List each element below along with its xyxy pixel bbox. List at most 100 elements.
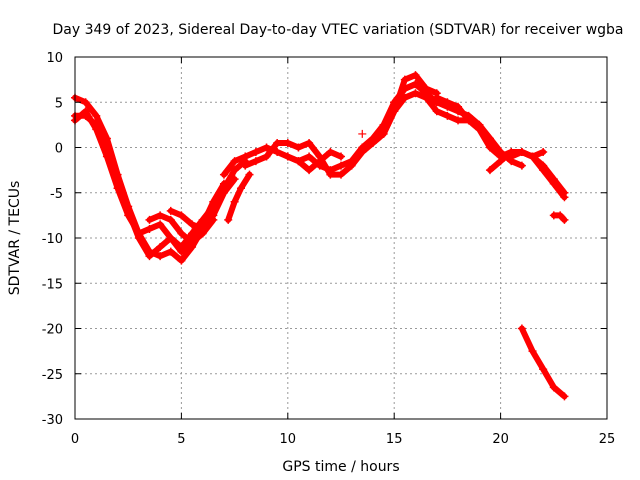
data-point — [539, 365, 548, 374]
data-point — [305, 166, 314, 175]
data-point — [358, 148, 367, 157]
data-point — [560, 392, 569, 401]
data-point — [326, 170, 335, 179]
data-point — [517, 161, 526, 170]
data-point — [198, 224, 207, 233]
series-line — [72, 94, 249, 264]
data-point — [400, 84, 409, 93]
data-point — [251, 157, 260, 166]
data-point — [145, 224, 154, 233]
data-point — [411, 89, 420, 98]
data-point — [411, 80, 420, 89]
x-tick-label: 10 — [280, 432, 297, 447]
data-point — [560, 215, 569, 224]
series-track-4 — [145, 211, 218, 247]
data-point — [411, 71, 420, 80]
data-point — [283, 138, 292, 147]
x-tick-label: 25 — [599, 432, 616, 447]
data-point — [485, 166, 494, 175]
data-point — [230, 197, 239, 206]
data-point — [358, 129, 367, 138]
series-line — [518, 325, 568, 400]
data-point — [177, 256, 186, 265]
data-point — [464, 116, 473, 125]
data-point — [198, 215, 207, 224]
data-point — [432, 93, 441, 102]
series-track-13 — [485, 148, 548, 175]
grid — [75, 57, 607, 419]
data-point — [337, 152, 345, 161]
series-track-5 — [166, 175, 239, 233]
y-tick-label: -10 — [42, 232, 63, 247]
data-point — [262, 152, 271, 161]
y-tick-label: -5 — [50, 187, 63, 202]
data-point — [224, 215, 233, 224]
axis-ticks: 0 5 10 15 20 25 10 5 0 -5 -10 -15 -20 -25 -30 — [42, 51, 616, 447]
chart-title: Day 349 of 2023, Sidereal Day-to-day VTE… — [52, 22, 623, 38]
data-point — [219, 170, 228, 179]
data-point — [549, 179, 558, 188]
data-point — [517, 148, 526, 157]
data-point — [188, 229, 197, 238]
y-tick-label: 0 — [55, 142, 63, 157]
data-point — [92, 111, 101, 120]
data-point — [560, 193, 569, 202]
series-track-15 — [517, 324, 569, 401]
data-point — [539, 148, 548, 157]
data-point — [81, 107, 90, 116]
data-point — [177, 211, 186, 220]
series-track-8 — [283, 148, 345, 175]
data-point — [549, 383, 558, 392]
data-point — [156, 220, 165, 229]
data-point — [390, 107, 399, 116]
data-point — [294, 143, 303, 152]
data-point — [166, 206, 175, 215]
data-point — [145, 215, 154, 224]
data-point — [236, 184, 245, 193]
data-point — [400, 75, 409, 84]
data-point — [134, 229, 143, 238]
data-point — [156, 211, 165, 220]
data-point — [528, 152, 537, 161]
data-point — [166, 234, 175, 242]
data-point — [539, 166, 548, 175]
data-point — [219, 188, 228, 197]
y-tick-label: 5 — [55, 96, 63, 111]
x-tick-label: 0 — [71, 432, 79, 447]
data-point — [556, 211, 565, 220]
data-point — [454, 116, 463, 125]
series-track-1 — [71, 93, 250, 265]
y-tick-label: 10 — [46, 51, 63, 66]
data-point — [422, 89, 431, 98]
series-line — [380, 90, 568, 196]
data-point — [219, 179, 228, 188]
series-track-9 — [224, 170, 254, 224]
data-point — [528, 347, 537, 356]
data-point — [507, 148, 516, 157]
data-point — [454, 102, 463, 111]
data-point — [517, 324, 526, 333]
data-point — [443, 98, 452, 107]
data-point — [230, 166, 239, 175]
data-point — [251, 148, 260, 157]
data-point — [347, 161, 356, 170]
series-track-2 — [71, 111, 228, 261]
data-point — [475, 120, 484, 129]
data-point — [230, 175, 239, 184]
data-series — [71, 71, 569, 401]
data-point — [209, 211, 218, 220]
data-point — [379, 129, 388, 138]
series-line — [72, 108, 217, 251]
data-point — [305, 152, 314, 161]
data-point — [273, 148, 282, 157]
data-point — [390, 98, 399, 107]
data-point — [177, 243, 186, 252]
x-tick-label: 20 — [492, 432, 509, 447]
series-track-3 — [71, 107, 218, 252]
data-point — [102, 152, 111, 161]
y-tick-label: -30 — [42, 413, 63, 428]
data-point — [432, 107, 441, 116]
y-tick-label: -15 — [42, 277, 63, 292]
data-point — [245, 170, 254, 179]
y-tick-label: -20 — [42, 323, 63, 338]
